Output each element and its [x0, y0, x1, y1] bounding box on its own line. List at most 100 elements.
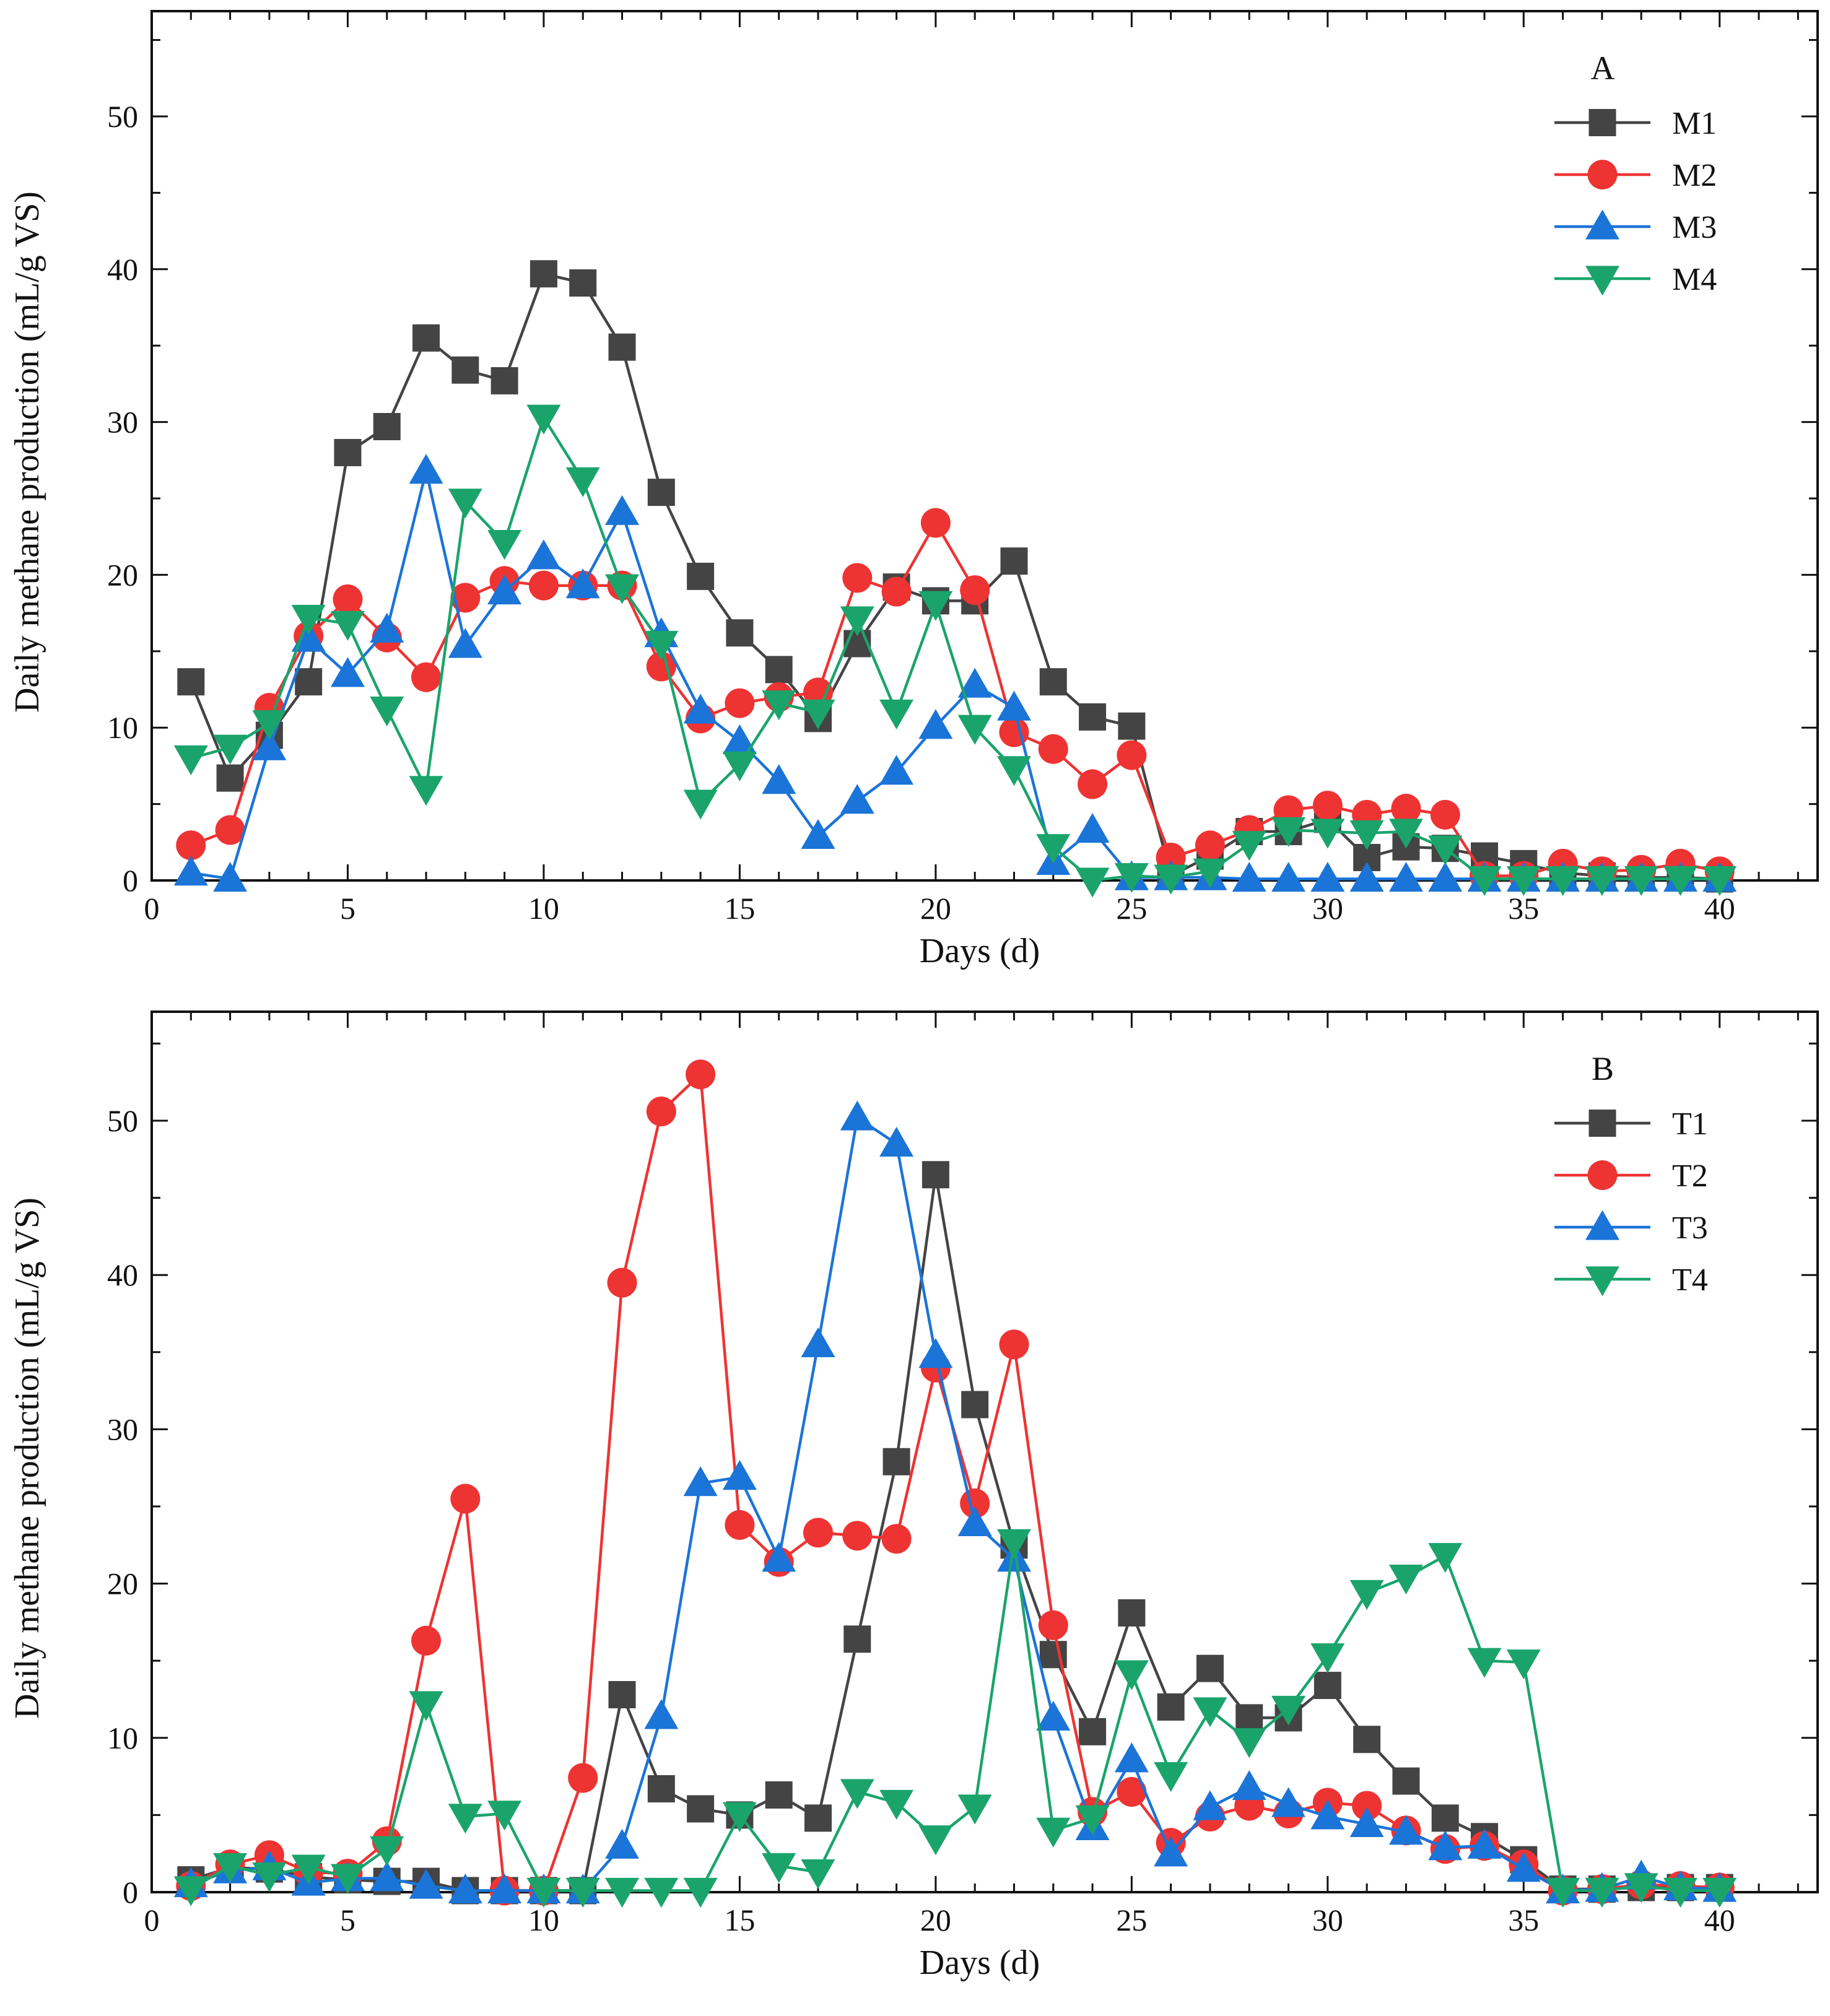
data-point-T3 [1349, 1807, 1384, 1837]
data-point-M2 [450, 583, 481, 613]
data-point-M2 [1195, 830, 1225, 861]
data-point-M4 [840, 606, 874, 637]
data-point-T2 [1038, 1610, 1068, 1640]
data-point-T4 [683, 1877, 718, 1908]
data-point-T2 [1352, 1791, 1382, 1821]
data-point-M4 [801, 699, 835, 730]
series-M1 [177, 260, 1733, 893]
data-point-M1 [334, 438, 362, 466]
data-point-T4 [252, 1862, 287, 1893]
data-point-T4 [409, 1691, 443, 1721]
data-point-M4 [213, 734, 248, 765]
data-point-M2 [1391, 794, 1421, 824]
legend-label-M3: M3 [1672, 210, 1717, 245]
data-point-M3 [801, 819, 835, 849]
data-point-T2 [999, 1329, 1029, 1360]
data-point-M3 [487, 575, 522, 605]
series-line-M1 [190, 272, 1720, 880]
x-axis-title: Days (d) [920, 1944, 1040, 1982]
series-line-M2 [190, 521, 1720, 877]
y-axis-title: Daily methane production (mL/g VS) [8, 1197, 46, 1719]
data-point-M4 [1193, 858, 1227, 889]
data-point-M1 [1039, 668, 1067, 696]
chart-panel-A: 0 5 10 15 20 25 30 35 40 0 10 20 30 40 50 Days (d) Daily… [8, 10, 1819, 970]
data-point-M2 [333, 584, 363, 614]
data-point-M2 [215, 815, 245, 845]
data-point-T3 [879, 1126, 914, 1157]
data-point-M2 [1312, 791, 1343, 821]
data-point-T2 [686, 1059, 716, 1090]
data-point-M4 [722, 751, 757, 781]
data-point-M2 [1078, 769, 1108, 799]
data-point-T4 [722, 1802, 757, 1832]
data-point-T3 [918, 1338, 953, 1368]
y-tick-label: 20 [107, 557, 138, 592]
data-point-T3 [683, 1466, 718, 1497]
data-point-T4 [762, 1853, 796, 1883]
data-point-T1 [1196, 1654, 1224, 1682]
data-point-T4 [213, 1853, 248, 1883]
data-point-T3 [1114, 1742, 1149, 1773]
data-point-T2 [725, 1510, 755, 1540]
data-point-T4 [644, 1877, 679, 1908]
data-point-M3 [683, 693, 718, 724]
data-point-T3 [1154, 1836, 1188, 1867]
data-point-M2 [842, 563, 873, 593]
plot-frame [150, 10, 1819, 882]
data-point-M2 [881, 576, 912, 607]
data-point-T1 [804, 1804, 832, 1832]
data-point-M4 [1467, 866, 1502, 897]
data-point-T2 [803, 1518, 833, 1548]
data-point-T4 [1624, 1873, 1658, 1903]
data-point-M4 [1388, 819, 1423, 849]
data-point-T4 [957, 1794, 992, 1825]
plot-frame [150, 1010, 1819, 1893]
data-point-T1 [961, 1391, 989, 1419]
data-point-M1 [569, 269, 597, 297]
data-point-M3 [1388, 862, 1423, 892]
data-point-M3 [840, 784, 874, 814]
x-tick-label: 25 [1116, 1903, 1147, 1937]
legend-marker-T4 [1585, 1266, 1619, 1297]
data-point-T4 [879, 1789, 914, 1820]
data-point-M4 [918, 591, 953, 621]
data-point-M4 [1702, 866, 1737, 897]
y-tick-label: 10 [107, 710, 138, 745]
data-point-M2 [920, 508, 951, 538]
data-point-T4 [1467, 1648, 1502, 1678]
legend-marker-M2 [1587, 160, 1618, 189]
panel-label: B [1592, 1050, 1614, 1087]
data-point-T4 [801, 1859, 835, 1890]
y-axis-title: Daily methane production (mL/g VS) [8, 191, 46, 713]
x-tick-label: 20 [920, 891, 951, 926]
legend-label-T2: T2 [1672, 1158, 1708, 1194]
series-T1 [177, 1161, 1733, 1905]
x-tick-label: 35 [1508, 891, 1539, 926]
x-tick-label: 0 [144, 1903, 160, 1937]
data-point-M4 [762, 690, 796, 721]
data-point-T1 [647, 1775, 675, 1803]
data-point-M1 [608, 333, 636, 361]
data-point-T3 [762, 1542, 796, 1572]
data-point-M4 [487, 529, 522, 560]
data-point-T3 [448, 1874, 482, 1904]
legend-marker-T1 [1588, 1110, 1616, 1137]
data-point-T4 [565, 1877, 600, 1908]
data-point-M4 [526, 404, 561, 435]
data-point-M2 [1038, 734, 1068, 764]
data-point-T4 [1075, 1805, 1110, 1835]
data-point-M3 [330, 657, 365, 687]
x-tick-label: 35 [1508, 1903, 1539, 1937]
x-tick-label: 30 [1312, 891, 1343, 926]
data-point-T3 [1467, 1828, 1502, 1859]
data-point-M3 [879, 755, 914, 785]
data-point-M2 [528, 570, 559, 601]
data-point-T2 [450, 1484, 481, 1514]
data-point-T1 [1118, 1599, 1146, 1627]
data-point-M2 [411, 662, 442, 692]
y-tick-label: 50 [107, 1103, 138, 1138]
data-point-M3 [370, 612, 404, 643]
data-point-T3 [1036, 1700, 1071, 1731]
legend-label-M1: M1 [1672, 106, 1717, 141]
data-point-T1 [922, 1161, 949, 1189]
